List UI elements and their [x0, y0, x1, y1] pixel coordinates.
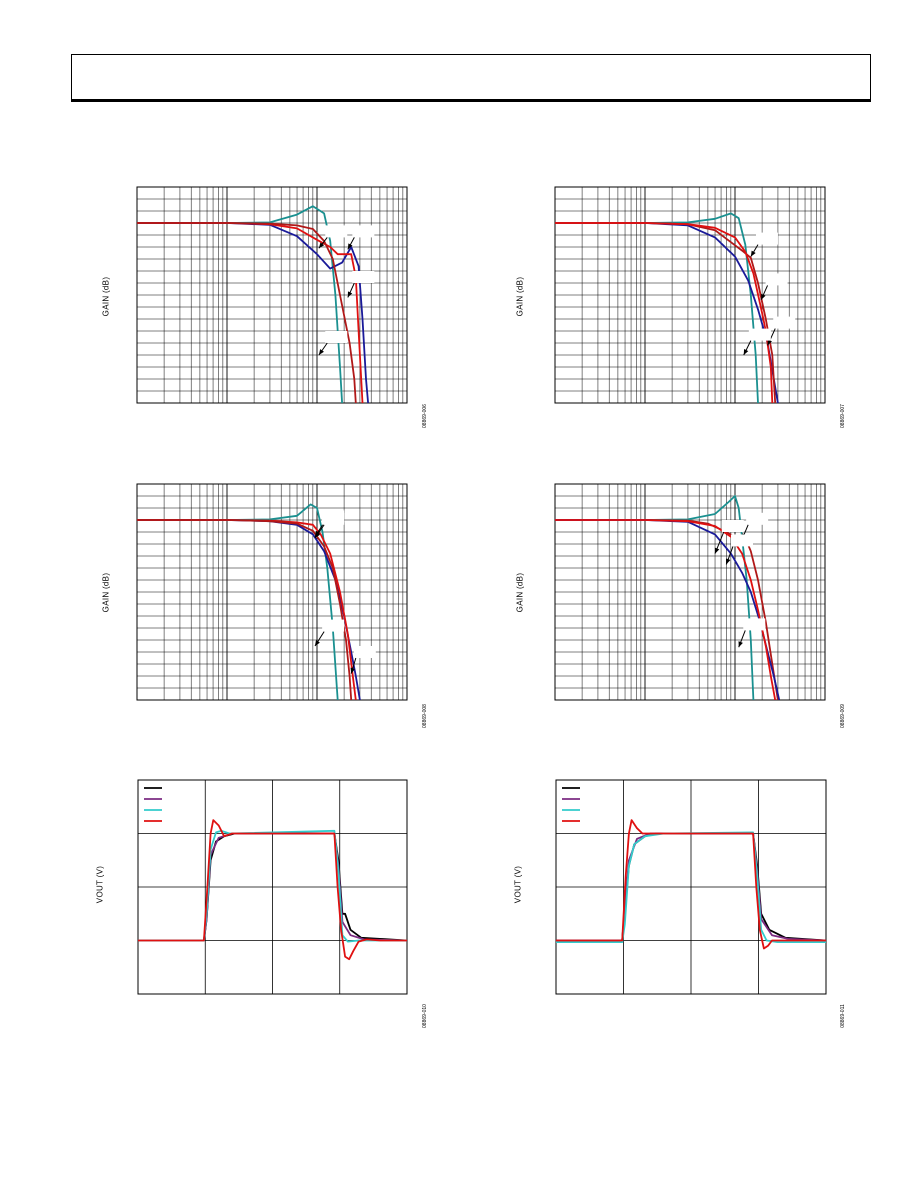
- annotation-box: [352, 225, 375, 238]
- series-line-4: [555, 222, 774, 403]
- annotation-arrowhead: [738, 641, 743, 648]
- annotation-arrowhead: [743, 349, 749, 355]
- y-axis-label: GAIN (dB): [515, 572, 525, 613]
- annotation-box: [353, 646, 376, 658]
- series-line-1: [555, 212, 759, 403]
- annotation-box: [773, 316, 796, 329]
- chart-svg: [554, 186, 826, 404]
- figure-id: 08869-007: [840, 404, 846, 428]
- annotation-arrowhead: [314, 640, 320, 646]
- annotation-arrowhead: [347, 291, 353, 298]
- annotation-box: [325, 331, 348, 343]
- annotation-arrowhead: [761, 293, 766, 300]
- chart-svg: [136, 186, 408, 404]
- annotation-box: [721, 520, 744, 532]
- series-line-4: [138, 819, 407, 961]
- figure-id: 08869-010: [422, 1004, 428, 1028]
- chart-svg: [137, 779, 408, 995]
- series-line-3: [555, 222, 777, 403]
- plot-frame: [554, 483, 826, 701]
- annotation-arrowhead: [318, 242, 325, 249]
- annotation-arrowhead: [350, 667, 356, 674]
- chart-gain-mid-left: [136, 483, 408, 701]
- grid: [136, 186, 407, 404]
- series-line-4: [555, 519, 777, 700]
- grid: [138, 780, 407, 994]
- series-line-2: [555, 519, 779, 700]
- chart-svg: [554, 483, 826, 701]
- annotation-arrowhead: [314, 532, 321, 538]
- annotation-arrowhead: [318, 349, 324, 355]
- chart-svg: [136, 483, 408, 701]
- figure-id: 08869-008: [422, 704, 428, 728]
- chart-gain-top-left: [136, 186, 408, 404]
- series-line-1: [137, 503, 339, 700]
- annotation-arrowhead: [726, 558, 731, 565]
- annotation-arrowhead: [347, 243, 353, 250]
- series-line-3: [137, 519, 357, 700]
- plot-frame: [137, 779, 408, 995]
- y-axis-label: VOUT (V): [513, 865, 523, 904]
- annotation-box: [730, 534, 753, 547]
- annotation-arrowhead: [750, 250, 756, 257]
- annotation-box: [322, 512, 345, 525]
- series-line-4: [137, 222, 357, 403]
- annotation-box: [765, 273, 788, 286]
- annotation-box: [748, 328, 771, 341]
- annotation-box: [755, 232, 778, 245]
- annotation-box: [352, 271, 375, 283]
- series-line-3: [555, 519, 781, 700]
- y-axis-label: GAIN (dB): [101, 276, 111, 317]
- plot-frame: [555, 779, 827, 995]
- plot-frame: [136, 186, 408, 404]
- y-axis-label: GAIN (dB): [101, 572, 111, 613]
- plot-frame: [554, 186, 826, 404]
- page-header-box: [71, 54, 871, 102]
- grid: [556, 780, 826, 994]
- chart-vout-bottom-right: [555, 779, 827, 995]
- figure-id: 08869-011: [840, 1004, 846, 1028]
- y-axis-label: GAIN (dB): [515, 276, 525, 317]
- grid: [136, 483, 407, 701]
- annotation-box: [743, 618, 766, 631]
- figure-id: 08869-006: [422, 404, 428, 428]
- annotation-box: [322, 619, 345, 632]
- series-line-4: [556, 819, 826, 950]
- chart-gain-mid-right: [554, 483, 826, 701]
- annotation-arrowhead: [714, 547, 720, 554]
- grid: [554, 483, 825, 701]
- plot-frame: [136, 483, 408, 701]
- figure-id: 08869-009: [840, 704, 846, 728]
- chart-gain-top-right: [554, 186, 826, 404]
- annotation-box: [325, 225, 348, 238]
- y-axis-label: VOUT (V): [95, 865, 105, 904]
- chart-vout-bottom-left: [137, 779, 408, 995]
- annotation-box: [746, 512, 769, 525]
- series-line-4: [137, 519, 353, 700]
- grid: [554, 186, 825, 404]
- chart-svg: [555, 779, 827, 995]
- annotation-arrowhead: [767, 339, 772, 346]
